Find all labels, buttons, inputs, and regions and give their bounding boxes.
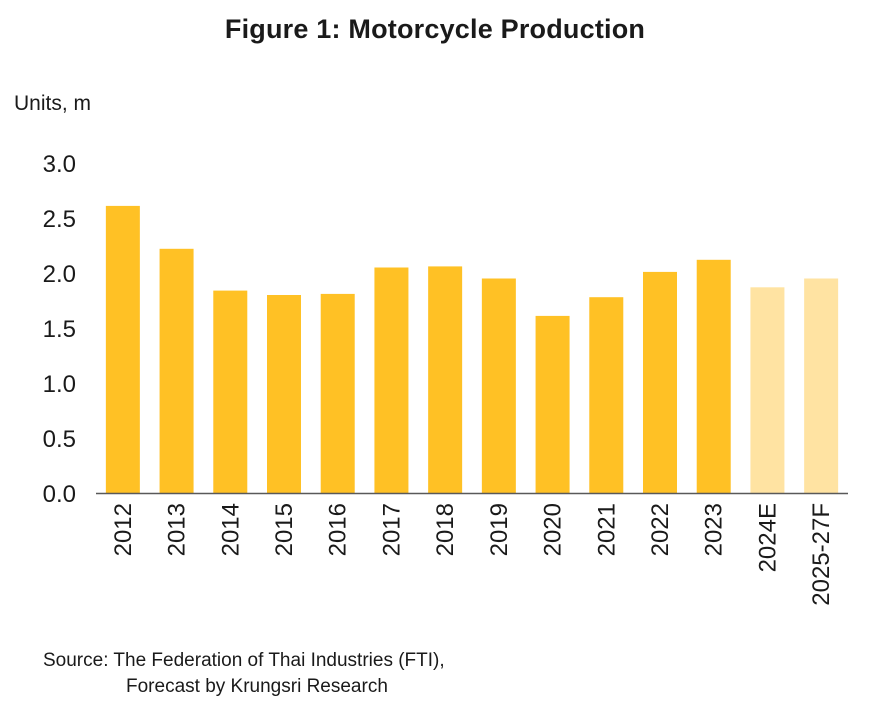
- y-axis-unit-label: Units, m: [14, 92, 92, 115]
- bar-2025-27F: [804, 278, 839, 493]
- chart-title: Figure 1: Motorcycle Production: [224, 14, 646, 44]
- source-note: Source: The Federation of Thai Industrie…: [43, 648, 445, 700]
- source-line-1: Source: The Federation of Thai Industrie…: [43, 650, 445, 671]
- bar-2022: [643, 271, 677, 493]
- x-tick-label: 2017: [378, 503, 405, 556]
- x-tick-label: 2013: [164, 503, 191, 556]
- bar-2013: [159, 248, 194, 493]
- bar-2024E: [750, 287, 785, 493]
- bar-2015: [267, 295, 301, 493]
- bar-2016: [320, 293, 355, 493]
- x-tick-label: 2014: [217, 503, 244, 556]
- bar-2012: [105, 205, 140, 493]
- y-tick-label: 1.5: [43, 316, 76, 343]
- bar-2021: [589, 297, 624, 493]
- x-tick-label: 2018: [432, 503, 459, 556]
- x-tick-label: 2022: [647, 503, 674, 556]
- x-tick-label: 2020: [540, 503, 567, 556]
- x-tick-label: 2015: [271, 503, 298, 556]
- y-tick-label: 0.0: [43, 481, 76, 508]
- y-tick-label: 3.0: [43, 151, 76, 178]
- x-tick-label: 2025-27F: [808, 503, 835, 606]
- y-axis-ticks: 0.0 0.5 1.0 1.5 2.0 2.5 3.0: [43, 151, 76, 508]
- y-tick-label: 0.5: [43, 426, 76, 453]
- y-tick-label: 1.0: [43, 371, 76, 398]
- x-tick-label: 2021: [593, 503, 620, 556]
- x-tick-label: 2023: [701, 503, 728, 556]
- x-tick-label: 2012: [110, 503, 137, 556]
- bars: [105, 205, 839, 493]
- bar-2019: [481, 278, 516, 493]
- x-tick-label: 2016: [325, 503, 352, 556]
- bar-2014: [213, 290, 248, 493]
- source-line-2: Forecast by Krungsri Research: [126, 676, 388, 697]
- bar-chart: 0.00.51.01.52.02.53.0 2012 2013 2014 2015 20…: [43, 151, 848, 606]
- y-tick-label: 2.5: [43, 206, 76, 233]
- bar-2023: [696, 259, 731, 493]
- y-tick-label: 2.0: [43, 261, 76, 288]
- bar-2018: [428, 266, 463, 493]
- bar-2020: [535, 315, 570, 493]
- x-tick-label: 2024E: [754, 503, 781, 572]
- bar-2017: [374, 267, 409, 493]
- x-tick-label: 2019: [486, 503, 513, 556]
- x-axis-ticks: 2012 2013 2014 2015 2016 2017 2018 2019 2020 2021…: [110, 503, 835, 606]
